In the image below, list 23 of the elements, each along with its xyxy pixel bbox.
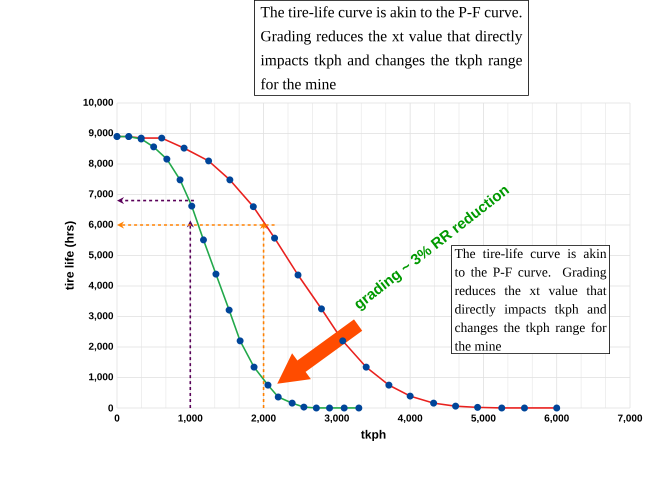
y-tick-label: 9,000 [88,129,114,138]
x-tick-label: 6,000 [544,414,569,424]
x-tick-label: 7,000 [618,414,642,424]
y-tick-label: 3,000 [88,312,114,321]
text: The tire-life curve is akin to the P-F curve. Grading reduces the xt value that directly impacts tkph and changes the tkph range for the mine [260,6,522,90]
x-tick-label: 1,000 [178,414,202,424]
x-tick-label: 5,000 [471,414,496,424]
x-tick-label: 0 [114,414,120,422]
y-tick-label: 6,000 [88,220,114,230]
x-tick-label: 2,000 [251,414,276,424]
y-tick-label: 10,000 [84,98,114,108]
x-tick-label: 3,000 [324,414,349,424]
x-axis-title: tkph [360,430,386,442]
y-tick-label: 2,000 [88,342,114,352]
y-tick-label: 4,000 [88,282,114,290]
annotation: The tire-life curve is akin to the P-F curve. Grading reduces the xt value that directly impacts tkph and changes the tkph range for the mine [454,248,607,351]
y-tick-label: 8,000 [88,160,114,168]
y-tick-label: 5,000 [88,251,114,260]
x-tick-label: 4,000 [398,414,422,424]
y-tick-label: 0 [108,404,114,412]
y-axis-title: tire life (hrs) [64,221,76,290]
y-tick-label: 7,000 [88,190,114,199]
y-tick-label: 1,000 [89,373,114,382]
